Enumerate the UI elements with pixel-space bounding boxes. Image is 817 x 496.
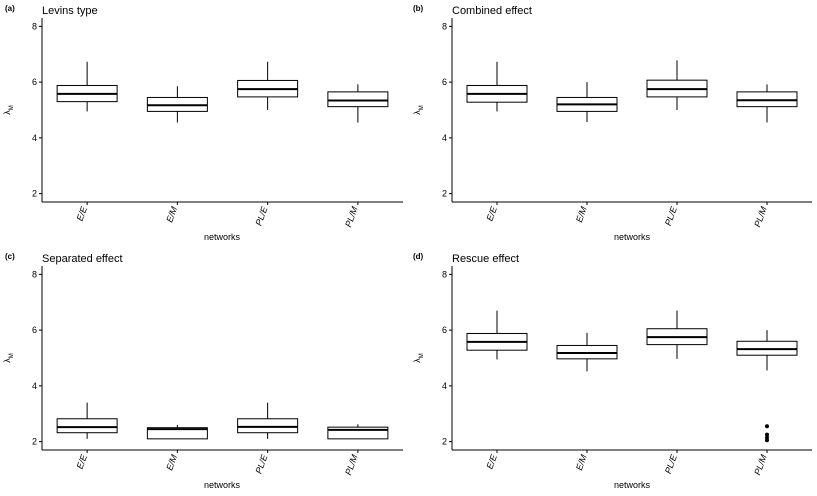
y-tick-label: 8 [32, 21, 37, 31]
x-axis-title: networks [204, 232, 241, 242]
y-axis-title-subscript: M [419, 353, 425, 358]
y-axis-title: λM [412, 105, 425, 115]
y-tick-label: 6 [442, 325, 447, 335]
y-tick-label: 6 [32, 77, 37, 87]
panel-title: Rescue effect [452, 253, 519, 265]
x-axis-title: networks [614, 480, 651, 490]
x-tick-label: PL/E [663, 204, 679, 227]
box-PL-M [327, 426, 389, 440]
y-axis-title: λM [2, 353, 15, 363]
outlier-point [765, 432, 769, 437]
x-tick-label: E/M [574, 453, 589, 472]
panel-tag: (b) [413, 4, 424, 13]
y-tick-label: 4 [442, 133, 447, 143]
x-tick-label: E/E [485, 452, 500, 470]
outlier-point [765, 435, 769, 440]
y-tick-label: 4 [32, 381, 37, 391]
outlier-point [765, 424, 769, 429]
x-tick-label: PL/E [253, 452, 269, 475]
y-axis-title: λM [412, 353, 425, 363]
y-axis-title-symbol: λ [2, 358, 12, 363]
panel-tag: (c) [5, 252, 15, 261]
panel-tag: (a) [5, 4, 15, 13]
panel-title: Combined effect [452, 5, 532, 17]
x-tick-label: PL/E [253, 204, 269, 227]
box-PL-E [237, 418, 299, 434]
y-tick-label: 6 [442, 77, 447, 87]
y-axis-title-subscript: M [419, 105, 425, 110]
x-axis-title: networks [204, 480, 241, 490]
x-tick-label: E/M [574, 205, 589, 224]
panel-title: Levins type [42, 5, 98, 17]
x-axis-title: networks [614, 232, 651, 242]
x-tick-label: E/E [75, 204, 90, 222]
y-tick-label: 4 [442, 381, 447, 391]
y-tick-label: 2 [32, 437, 37, 447]
box-PL-M [327, 91, 389, 108]
x-tick-label: E/E [485, 204, 500, 222]
outlier-point [765, 438, 769, 443]
y-axis-title-symbol: λ [2, 110, 12, 115]
y-tick-label: 2 [442, 189, 447, 199]
y-tick-label: 8 [442, 269, 447, 279]
x-tick-label: E/M [164, 205, 179, 224]
y-axis-title-subscript: M [9, 353, 15, 358]
y-axis-title-symbol: λ [412, 358, 422, 363]
box-E-M [146, 427, 208, 440]
x-tick-label: E/E [75, 452, 90, 470]
x-tick-label: E/M [164, 453, 179, 472]
y-axis-title-subscript: M [9, 105, 15, 110]
panel-tag: (d) [413, 252, 424, 261]
x-tick-label: PL/E [663, 452, 679, 475]
y-axis-title-symbol: λ [412, 110, 422, 115]
x-tick-label: PL/M [343, 453, 360, 477]
y-tick-label: 6 [32, 325, 37, 335]
x-tick-label: PL/M [752, 205, 769, 229]
y-tick-label: 4 [32, 133, 37, 143]
x-tick-label: PL/M [343, 205, 360, 229]
box-E-E [56, 418, 118, 434]
y-tick-label: 8 [32, 269, 37, 279]
y-axis-title: λM [2, 105, 15, 115]
y-tick-label: 2 [32, 189, 37, 199]
y-tick-label: 8 [442, 21, 447, 31]
y-tick-label: 2 [442, 437, 447, 447]
panel-title: Separated effect [42, 253, 123, 265]
x-tick-label: PL/M [752, 453, 769, 477]
